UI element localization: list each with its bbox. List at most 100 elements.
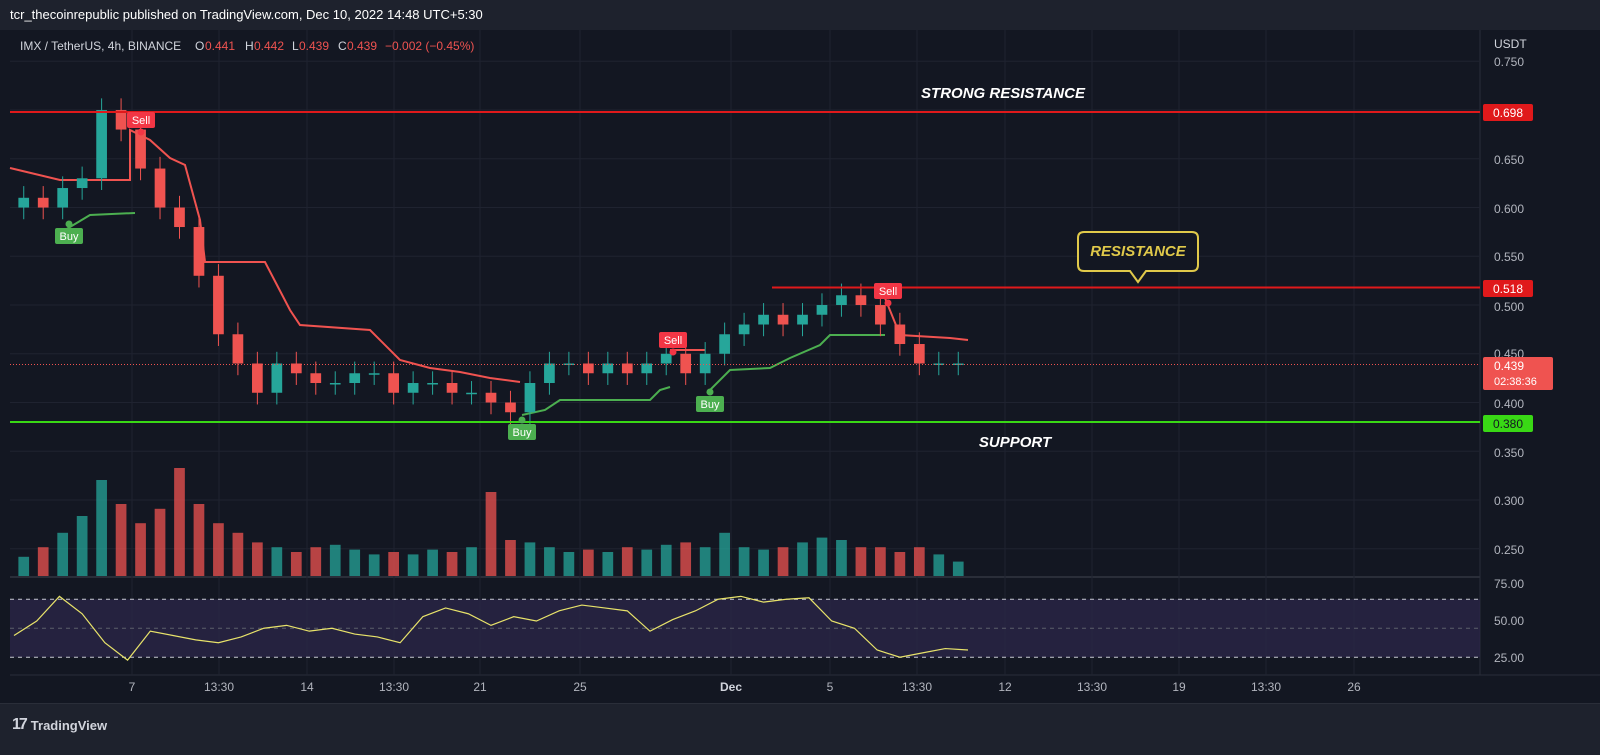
volume-bar <box>388 552 400 576</box>
sell-signal: Sell <box>874 283 902 307</box>
time-tick: 7 <box>129 680 136 694</box>
legend-symbol: IMX / TetherUS, 4h, BINANCE <box>20 39 181 53</box>
signal-badge <box>508 424 536 440</box>
candle-body <box>349 373 361 384</box>
candle-body <box>680 353 692 374</box>
volume-bar <box>505 540 516 576</box>
svg-text:0.439: 0.439 <box>1494 359 1524 373</box>
legend-close-label: C <box>338 39 347 53</box>
candle-body <box>544 363 555 384</box>
tradingview-brand: TradingView <box>30 717 108 733</box>
signal-badge <box>127 112 155 128</box>
volume-bar <box>933 554 945 576</box>
legend-close-value: 0.439 <box>347 39 377 53</box>
price-pane[interactable] <box>10 30 1480 576</box>
candle-body <box>232 334 244 364</box>
signal-label: Sell <box>664 335 682 347</box>
candle-body <box>329 383 341 385</box>
candle-body <box>660 353 672 364</box>
resistance-callout: RESISTANCE <box>1077 231 1199 284</box>
price-tick: 0.250 <box>1494 543 1524 557</box>
candlesticks[interactable] <box>18 98 964 424</box>
volume-bar <box>758 549 769 576</box>
rsi-line <box>13 595 969 661</box>
candle-body <box>115 110 127 130</box>
volume-bar <box>252 542 263 576</box>
volume-bar <box>582 549 594 576</box>
candle-body <box>37 197 49 208</box>
candle-body <box>271 363 283 393</box>
volume-bar <box>213 523 224 576</box>
tradingview-logo[interactable]: 17 TradingView <box>12 716 107 734</box>
candle-body <box>388 373 400 393</box>
candle-body <box>368 373 380 375</box>
supertrend-up <box>64 212 136 231</box>
candle-body <box>933 363 945 366</box>
volume-bar <box>310 547 322 576</box>
volume-bar <box>466 547 477 576</box>
time-tick: 13:30 <box>1077 680 1107 694</box>
signal-dot <box>884 299 892 307</box>
signal-badge <box>659 332 687 348</box>
candle-body <box>797 314 808 325</box>
volume-bar <box>446 552 458 576</box>
candle-body <box>154 168 166 208</box>
candle-body <box>446 383 458 393</box>
signal-markers[interactable]: Buy Sell Sell Buy Buy Sell <box>55 112 902 440</box>
candle-body <box>290 363 302 374</box>
price-tick: 0.300 <box>1494 494 1524 508</box>
price-chart[interactable]: Buy Sell Sell Buy Buy Sell IMX / TetherUS, 4h… <box>0 0 1600 703</box>
volume-bar <box>18 556 30 576</box>
candle-body <box>894 324 906 345</box>
signal-label: Buy <box>60 231 79 243</box>
signal-dot <box>669 348 677 356</box>
candle-body <box>18 197 30 208</box>
published-text: tcr_thecoinrepublic published on Trading… <box>10 7 483 22</box>
price-tick: 0.600 <box>1494 202 1524 216</box>
signal-dot <box>65 220 73 228</box>
legend-open-label: O <box>195 39 204 53</box>
volume-bar <box>485 492 497 576</box>
legend-open-value: 0.441 <box>205 39 235 53</box>
candle-body <box>719 334 730 354</box>
volume-bar <box>524 542 536 576</box>
support-annotation: SUPPORT <box>979 434 1053 451</box>
volume-bar <box>952 561 964 576</box>
signal-badge <box>696 396 724 412</box>
price-tick: 0.350 <box>1494 446 1524 460</box>
volume-bar <box>329 544 341 576</box>
signal-label: Sell <box>879 286 897 298</box>
grid-lines <box>10 30 1480 675</box>
volume-bar <box>797 542 808 576</box>
candle-body <box>427 383 438 385</box>
candle-body <box>174 207 185 228</box>
candle-body <box>699 353 711 374</box>
candle-body <box>407 383 419 393</box>
candle-body <box>76 178 88 189</box>
candle-body <box>855 295 867 306</box>
candle-body <box>213 275 224 335</box>
signal-dot <box>518 416 526 424</box>
candle-body <box>582 363 594 374</box>
candle-body <box>621 363 633 374</box>
candle-body <box>524 383 536 413</box>
strong-resistance-price-label: 0.698 <box>1483 104 1533 121</box>
time-tick: 12 <box>998 680 1012 694</box>
candle-body <box>777 314 789 325</box>
volume-bar <box>290 552 302 576</box>
svg-text:0.518: 0.518 <box>1493 282 1523 296</box>
volume-bars <box>18 468 964 576</box>
volume-bar <box>894 552 906 576</box>
supertrend-up <box>706 334 885 394</box>
time-tick: 26 <box>1347 680 1361 694</box>
price-tick: 0.650 <box>1494 153 1524 167</box>
sell-signal: Sell <box>659 332 687 356</box>
volume-bar <box>96 480 107 576</box>
candle-body <box>57 188 69 208</box>
legend-high-value: 0.442 <box>254 39 284 53</box>
price-tick: 0.400 <box>1494 397 1524 411</box>
volume-bar <box>271 547 283 576</box>
volume-bar <box>699 547 711 576</box>
svg-text:0.380: 0.380 <box>1493 417 1523 431</box>
time-tick: 13:30 <box>902 680 932 694</box>
